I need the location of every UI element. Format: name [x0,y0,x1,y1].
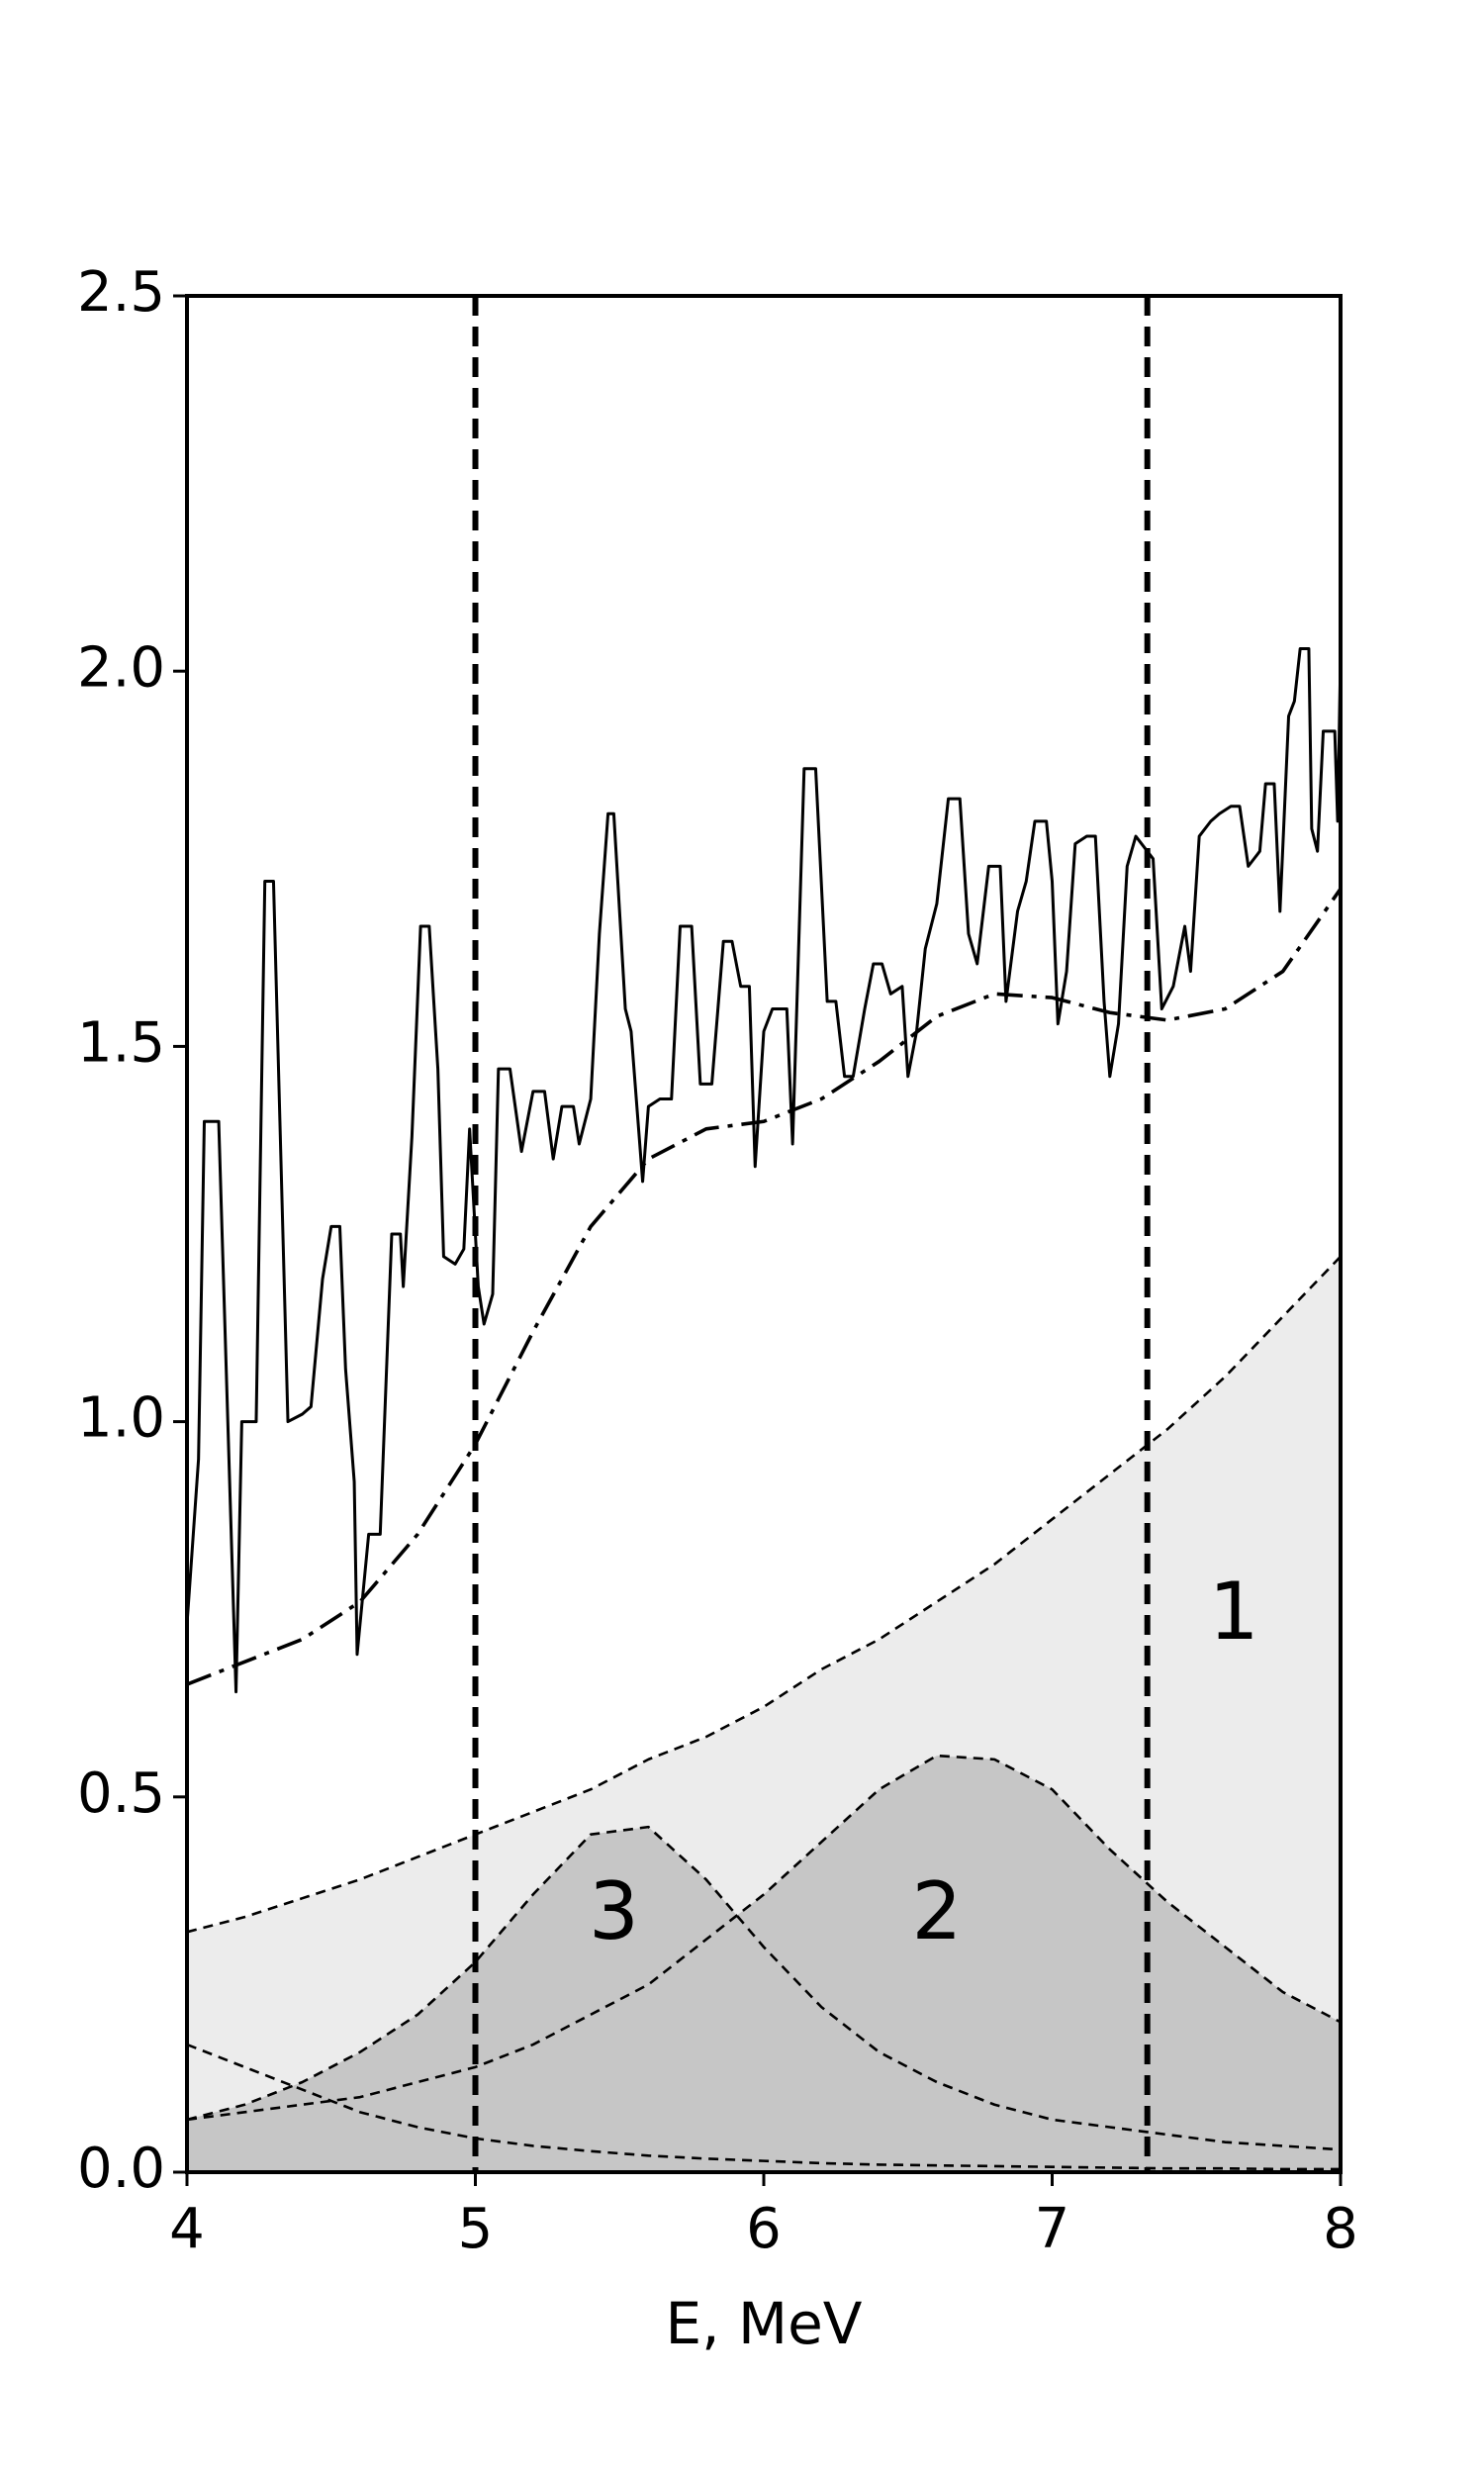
y-tick-label: 0.5 [77,1761,165,1826]
annotation: 2 [911,1865,962,1957]
y-tick-label: 0.0 [77,2137,165,2201]
series-line [185,646,1343,1694]
x-tick-label: 8 [1323,2197,1358,2261]
annotation: 3 [589,1865,639,1957]
x-axis-label: E, MeV [666,2290,863,2357]
plot-area [185,296,1343,2172]
x-tick-label: 4 [169,2197,205,2261]
series-line [186,1825,1342,2151]
y-tick-label: 2.0 [77,635,165,700]
x-tick-label: 5 [458,2197,494,2261]
x-tick-label: 6 [746,2197,782,2261]
annotation: 1 [1209,1566,1259,1658]
y-tick-label: 2.5 [77,260,165,325]
x-tick-label: 7 [1035,2197,1070,2261]
y-tick-label: 1.0 [77,1386,165,1451]
y-tick-label: 1.5 [77,1011,165,1076]
series-line [186,1754,1342,2122]
